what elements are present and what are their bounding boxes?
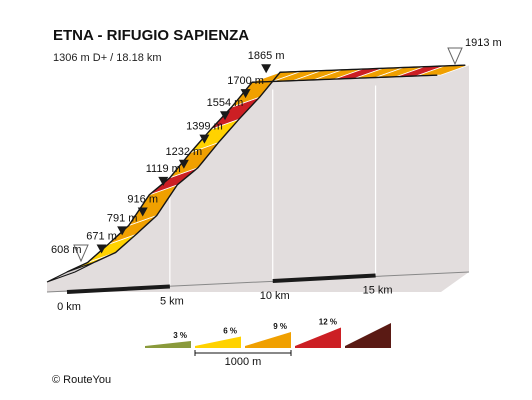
x-tick-label: 5 km: [160, 295, 184, 307]
km-marker: [117, 226, 128, 236]
profile-baseline: [46, 271, 470, 294]
chart-subtitle: 1306 m D+ / 18.18 km: [53, 52, 162, 64]
back-edge-line: [94, 64, 466, 263]
legend-swatch: [345, 323, 391, 348]
legend-swatch: [195, 336, 241, 348]
elevation-label: 1232 m: [166, 146, 203, 158]
km-marker: [261, 64, 272, 74]
profile-top-surface: [46, 64, 470, 283]
start-cap: [46, 261, 96, 283]
km-marker: [240, 89, 251, 99]
profile-markers: [73, 47, 463, 263]
baseline-km-bar: [272, 273, 376, 283]
km-marker: [220, 111, 231, 121]
grade-legend: 3 % 6 % 9 % 12 % 1000 m: [145, 318, 391, 368]
km-marker: [137, 207, 148, 217]
legend-label: 6 %: [223, 327, 237, 336]
side-face: [47, 65, 469, 292]
legend-label: 3 %: [173, 331, 187, 340]
front-edge-line: [66, 74, 438, 273]
scale-bar-label: 1000 m: [225, 356, 262, 368]
elevation-label: 1554 m: [207, 97, 244, 109]
legend-label: 12 %: [319, 318, 337, 327]
x-tick-label: 10 km: [260, 290, 290, 302]
km-marker: [96, 244, 107, 254]
km-marker: [199, 134, 210, 144]
x-tick-label: 15 km: [363, 284, 393, 296]
x-tick-label: 0 km: [57, 301, 81, 313]
legend-swatch: [245, 332, 291, 348]
start-marker: [73, 244, 89, 263]
profile-side-face: [47, 65, 469, 292]
legend-label: 9 %: [273, 322, 287, 331]
elevation-label: 791 m: [107, 212, 138, 224]
elevation-label: 608 m: [51, 244, 82, 256]
legend-swatch: [295, 327, 341, 348]
copyright-text: © RouteYou: [52, 374, 111, 386]
baseline-km-bar: [66, 284, 170, 294]
elevation-label: 1865 m: [248, 50, 285, 62]
km-marker: [158, 176, 169, 186]
elevation-label: 1913 m: [465, 37, 502, 49]
distance-axis: 0 km 5 km 10 km 15 km: [57, 284, 392, 313]
elevation-label: 1119 m: [146, 163, 181, 175]
elevation-label: 671 m: [86, 230, 117, 242]
elevation-labels: 608 m 671 m 791 m 916 m 1119 m 1232 m 1399 m 15…: [51, 37, 502, 256]
elevation-label: 916 m: [127, 194, 158, 206]
end-marker: [447, 47, 463, 66]
legend-swatch: [145, 341, 191, 348]
chart-title: ETNA - RIFUGIO SAPIENZA: [53, 27, 249, 44]
elevation-label: 1700 m: [227, 75, 264, 87]
elevation-label: 1399 m: [186, 121, 223, 133]
km-marker: [178, 159, 189, 169]
